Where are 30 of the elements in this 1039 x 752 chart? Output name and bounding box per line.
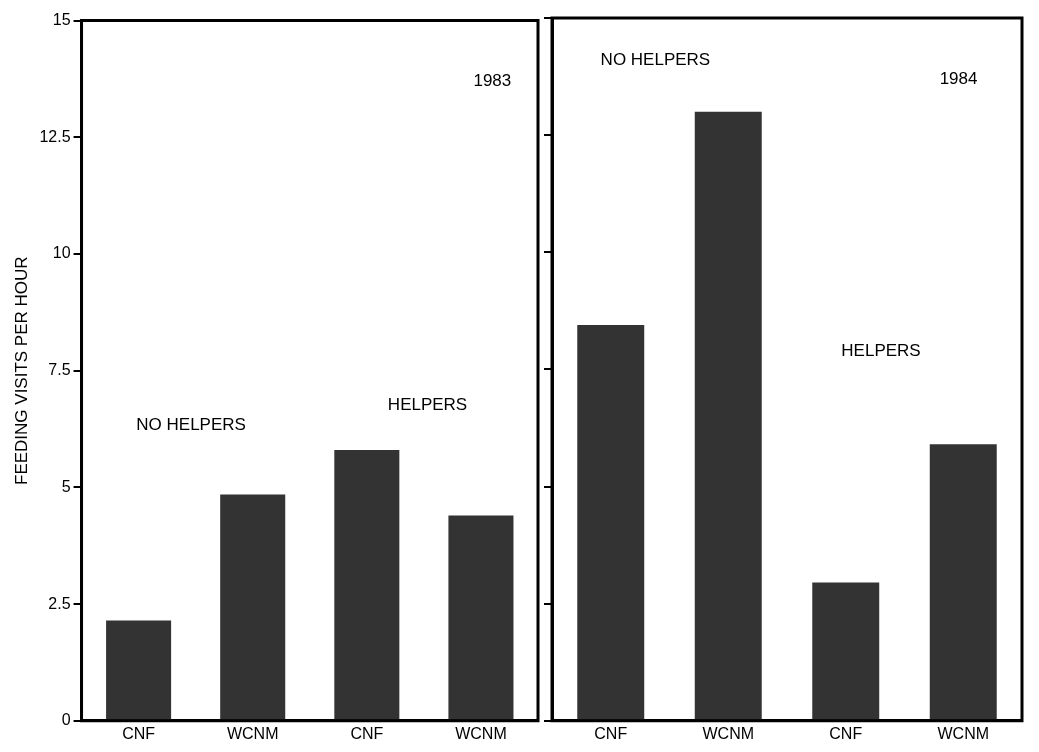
bar (577, 324, 645, 720)
y-tick-label: 5 (61, 477, 71, 495)
annotation: NO HELPERS (600, 49, 711, 69)
annotation: 1984 (939, 68, 978, 88)
x-tick-label: WCNM (226, 724, 279, 742)
bar (812, 582, 880, 720)
y-tick-label: 15 (52, 11, 71, 29)
bar (106, 620, 172, 720)
annotation: HELPERS (841, 340, 921, 360)
x-tick-label: CNF (594, 724, 628, 742)
x-tick-label: CNF (350, 724, 384, 742)
y-tick-label: 0 (61, 711, 71, 729)
bar (334, 450, 400, 720)
y-tick-label: 2.5 (48, 594, 71, 612)
y-tick-label: 12.5 (39, 127, 71, 145)
x-tick-label: WCNM (937, 724, 990, 742)
y-axis-title: FEEDING VISITS PER HOUR (11, 256, 31, 485)
bar (929, 444, 997, 720)
y-tick-label: 10 (52, 244, 71, 262)
annotation: 1983 (473, 71, 512, 91)
x-tick-label: WCNM (702, 724, 755, 742)
x-tick-label: WCNM (455, 724, 507, 742)
x-tick-label: CNF (122, 724, 156, 742)
annotation: NO HELPERS (136, 415, 246, 434)
bar (220, 494, 286, 720)
y-tick-label: 7.5 (48, 361, 71, 379)
annotation: HELPERS (387, 395, 468, 415)
x-tick-label: CNF (829, 724, 863, 742)
bar (694, 111, 762, 720)
bar (448, 515, 514, 720)
